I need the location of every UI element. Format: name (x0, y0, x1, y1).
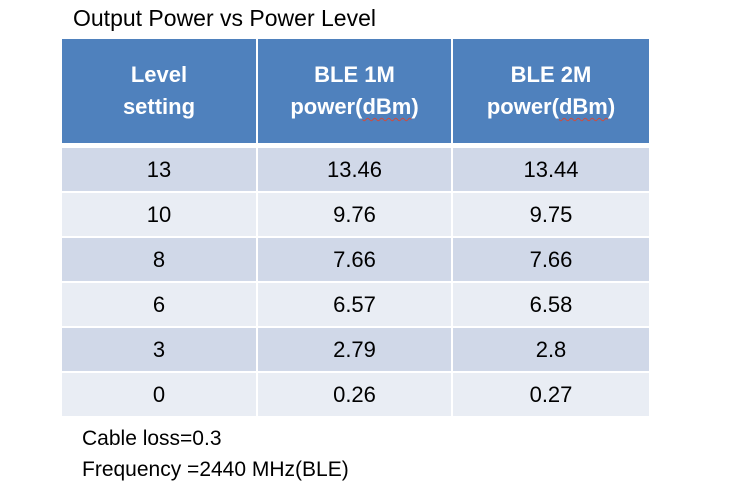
cell-ble-2m: 0.27 (452, 372, 649, 418)
cell-ble-1m: 6.57 (257, 282, 453, 328)
header-ble-1m-power: BLE 1M power(dBm) (257, 39, 453, 148)
cell-ble-1m: 2.79 (257, 327, 453, 373)
cable-loss-note: Cable loss=0.3 (82, 427, 222, 450)
table-row: 10 9.76 9.75 (62, 192, 649, 238)
table-row: 0 0.26 0.27 (62, 372, 649, 418)
cell-ble-1m: 0.26 (257, 372, 453, 418)
power-table: Level setting BLE 1M power(dBm) BLE 2M p… (62, 39, 649, 418)
table-row: 3 2.79 2.8 (62, 327, 649, 373)
cell-ble-2m: 7.66 (452, 237, 649, 283)
cell-ble-2m: 9.75 (452, 192, 649, 238)
table-row: 13 13.46 13.44 (62, 145, 649, 193)
cell-level: 10 (62, 192, 258, 238)
header-level-setting: Level setting (62, 39, 258, 148)
notes: Cable loss=0.3 Frequency =2440 MHz(BLE) (82, 423, 349, 485)
spellcheck-underline: dBm (558, 94, 608, 119)
cell-level: 13 (62, 145, 258, 193)
cell-level: 3 (62, 327, 258, 373)
cell-ble-1m: 9.76 (257, 192, 453, 238)
spellcheck-underline: dBm (362, 94, 412, 119)
cell-ble-2m: 6.58 (452, 282, 649, 328)
frequency-note: Frequency =2440 MHz(BLE) (82, 458, 349, 481)
cell-level: 8 (62, 237, 258, 283)
page-title: Output Power vs Power Level (73, 5, 376, 31)
table-row: 8 7.66 7.66 (62, 237, 649, 283)
cell-ble-1m: 13.46 (257, 145, 453, 193)
cell-ble-2m: 13.44 (452, 145, 649, 193)
cell-level: 0 (62, 372, 258, 418)
cell-ble-2m: 2.8 (452, 327, 649, 373)
table-header-row: Level setting BLE 1M power(dBm) BLE 2M p… (62, 39, 649, 148)
cell-ble-1m: 7.66 (257, 237, 453, 283)
header-ble-2m-power: BLE 2M power(dBm) (452, 39, 649, 148)
table-row: 6 6.57 6.58 (62, 282, 649, 328)
cell-level: 6 (62, 282, 258, 328)
